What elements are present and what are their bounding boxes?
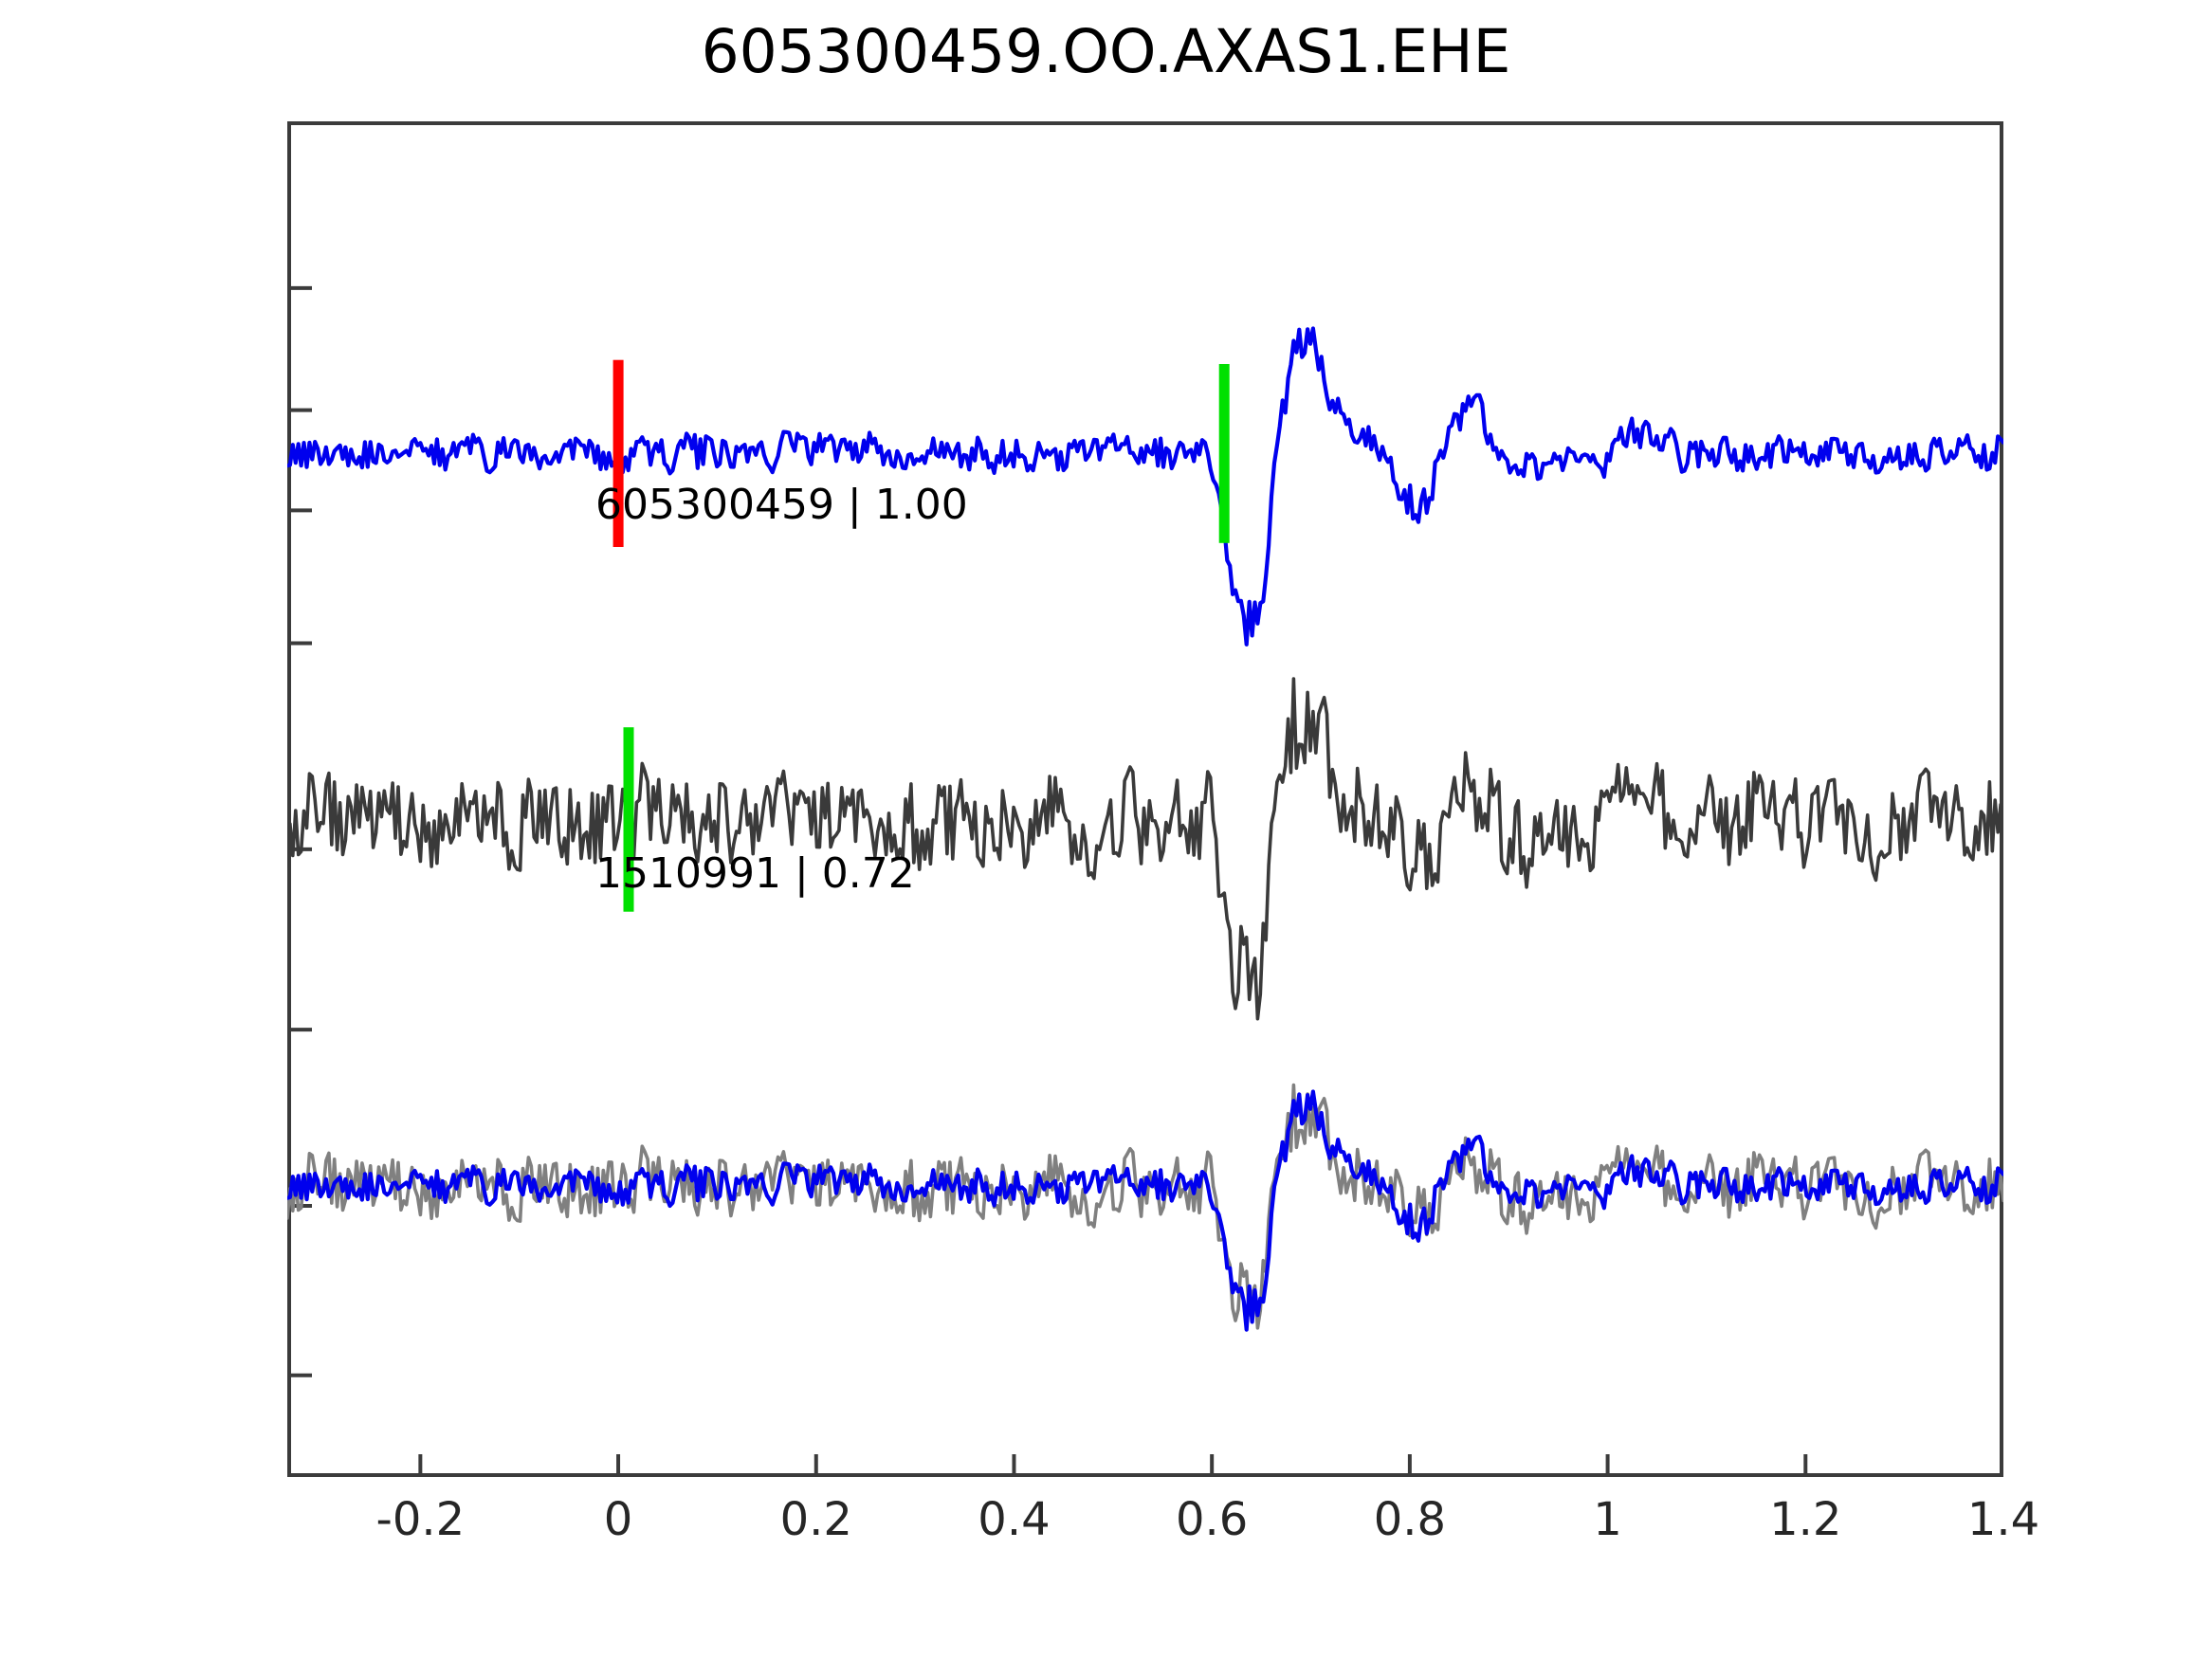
waveform-plot-svg — [287, 121, 2003, 1477]
trace-label-605300459: 605300459 | 1.00 — [595, 481, 968, 529]
x-tick-label-8: 1.4 — [1966, 1493, 2040, 1546]
x-tick-label-4: 0.6 — [1176, 1493, 1249, 1546]
pick-green-trace-1 — [623, 727, 634, 912]
x-tick-label-5: 0.8 — [1373, 1493, 1447, 1546]
x-tick-label-7: 1.2 — [1769, 1493, 1842, 1546]
axis-frame — [287, 121, 2003, 1477]
x-tick-label-3: 0.4 — [978, 1493, 1051, 1546]
page-title: 605300459.OO.AXAS1.EHE — [701, 17, 1511, 86]
waveform-overlay-gray — [287, 1083, 2003, 1330]
trace-label-1510991: 1510991 | 0.72 — [595, 849, 915, 898]
waveform-trace-1510991 — [287, 677, 2003, 1021]
x-tick-label-1: 0 — [603, 1493, 633, 1546]
waveform-trace-605300459 — [287, 326, 2003, 647]
x-axis-tick-labels: -0.2 0 0.2 0.4 0.6 0.8 1 1.2 1.4 — [287, 1493, 2040, 1559]
x-tick-label-0: -0.2 — [375, 1493, 466, 1546]
x-tick-label-2: 0.2 — [779, 1493, 852, 1546]
plot-area: 605300459 | 1.00 1510991 | 0.72 — [287, 121, 2003, 1477]
x-tick-label-6: 1 — [1593, 1493, 1622, 1546]
pick-green-trace-0 — [1218, 364, 1230, 543]
waveform-overlay-blue — [287, 1089, 2003, 1332]
pick-red-trace-0 — [612, 359, 624, 547]
